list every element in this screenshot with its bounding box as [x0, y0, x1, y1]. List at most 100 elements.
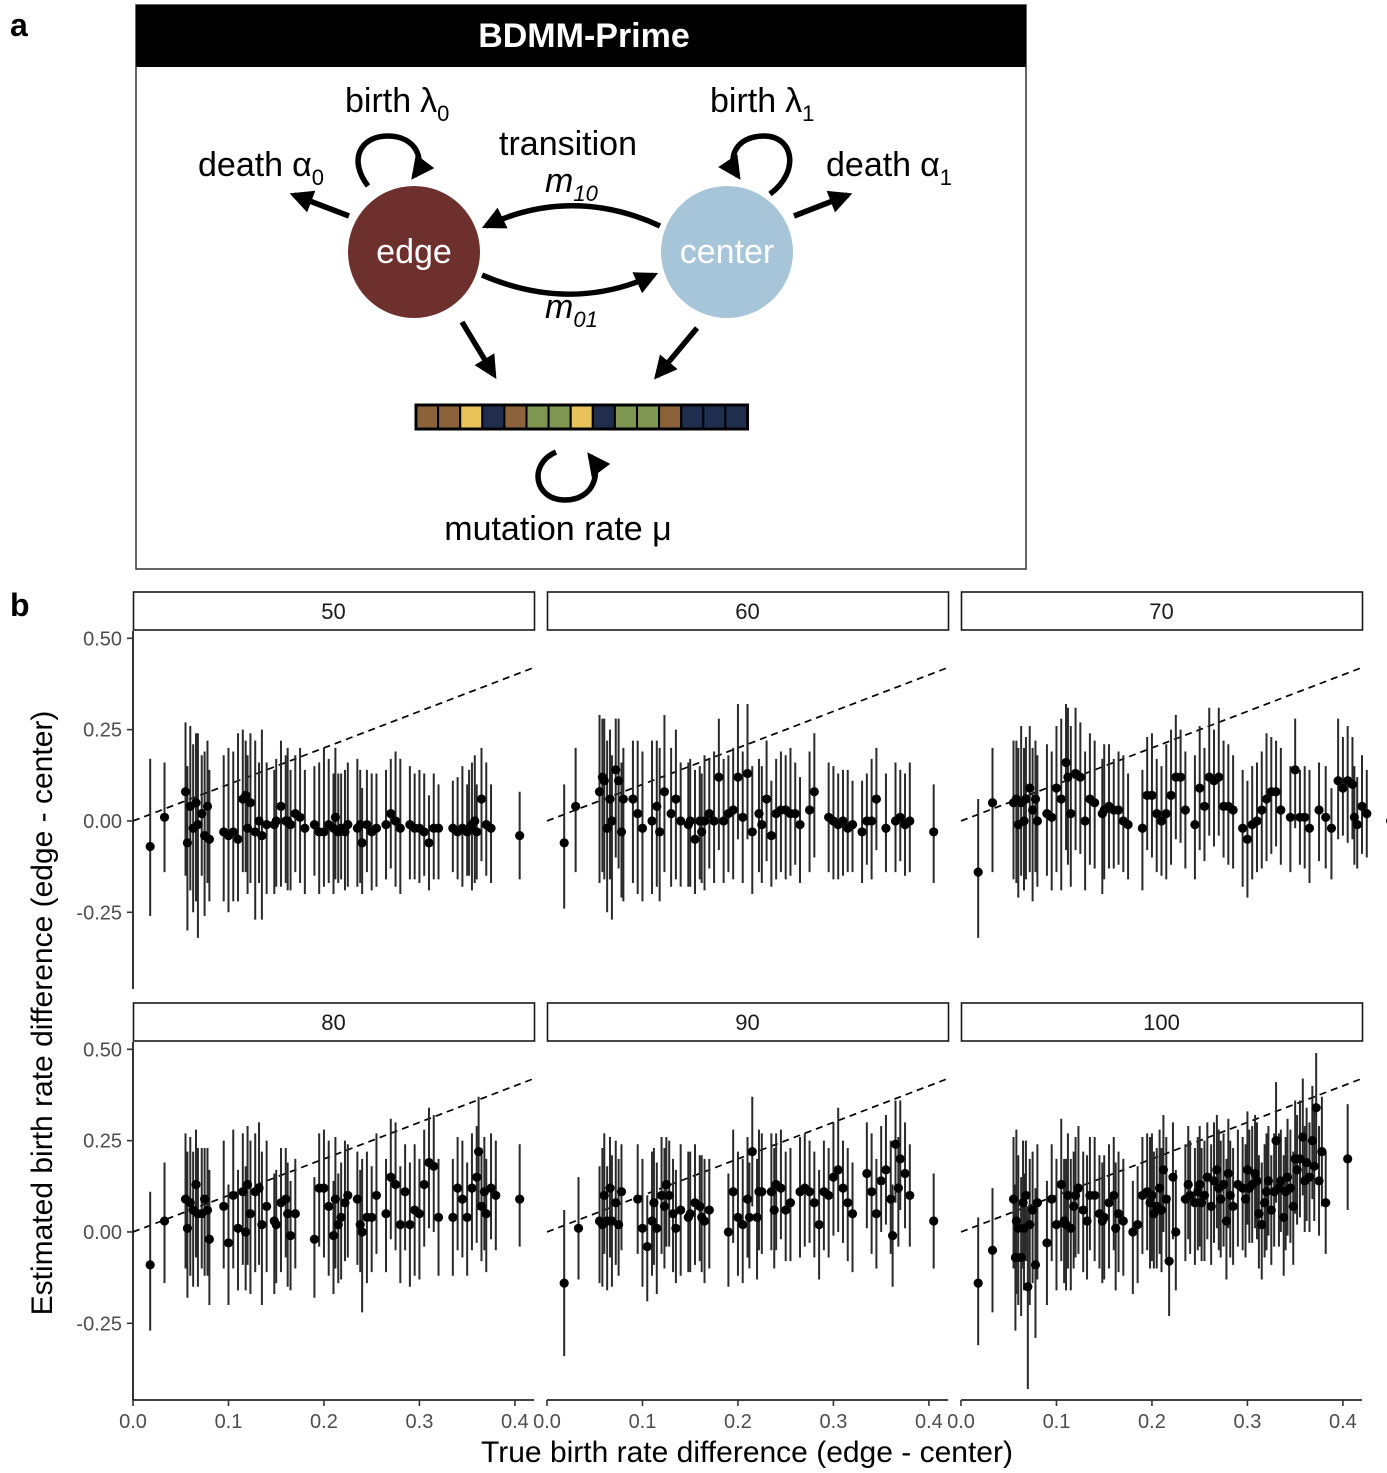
data-point [1028, 805, 1038, 815]
data-point [704, 1205, 714, 1215]
data-point [1118, 1216, 1128, 1226]
data-point [371, 823, 382, 833]
data-point [1164, 1256, 1174, 1266]
data-point [233, 834, 243, 844]
data-point [1282, 1172, 1293, 1182]
data-point [362, 820, 372, 830]
data-point [381, 1209, 391, 1219]
facet-strip [132, 1002, 536, 1042]
data-point [405, 1220, 415, 1230]
data-point [1073, 1183, 1084, 1193]
data-point [476, 1201, 487, 1211]
data-point [1099, 1212, 1109, 1222]
data-point [1214, 772, 1224, 782]
data-point [202, 801, 213, 811]
data-point [766, 1187, 776, 1197]
birth-edge-loop-arrow [355, 133, 435, 188]
data-point [357, 838, 367, 848]
sequence-site [702, 404, 727, 430]
data-point [685, 1209, 695, 1219]
data-point [145, 1260, 155, 1270]
data-point [1206, 1201, 1216, 1211]
data-point [1326, 823, 1337, 833]
death-center-symbol: α [920, 146, 940, 184]
birth-edge-symbol: λ [420, 82, 437, 120]
data-point [1075, 772, 1085, 782]
data-point [1349, 812, 1359, 822]
m10-sub: 10 [573, 181, 598, 206]
edge-state-node [348, 186, 480, 318]
diagram-title: BDMM-Prime [478, 17, 690, 55]
data-point [1263, 1176, 1274, 1186]
facet-strip [132, 591, 536, 631]
x-tick-label: 0.2 [310, 1411, 338, 1433]
data-point [697, 827, 707, 837]
data-point [1133, 1220, 1143, 1230]
data-point [245, 1209, 256, 1219]
data-point [652, 801, 662, 811]
birth-edge-sub: 0 [437, 101, 449, 126]
data-point [1261, 1187, 1272, 1197]
data-point [185, 1198, 195, 1208]
data-point [1254, 1209, 1264, 1219]
data-point [1209, 1176, 1219, 1186]
data-point [733, 1212, 743, 1222]
data-point [642, 1241, 652, 1252]
data-point [1047, 1194, 1057, 1204]
sequence-site [569, 404, 594, 430]
data-point [476, 794, 487, 804]
data-point [245, 798, 256, 808]
data-point [647, 816, 657, 826]
birth-center-word: birth [710, 82, 776, 120]
data-point [699, 1216, 710, 1226]
data-point [824, 1190, 834, 1201]
data-point [929, 1216, 939, 1226]
data-point [1314, 805, 1324, 815]
data-point [1011, 1216, 1021, 1226]
data-point [1314, 1176, 1324, 1186]
data-point [262, 1201, 272, 1211]
data-point [1260, 1198, 1270, 1208]
data-point [1261, 794, 1272, 804]
data-point [1238, 823, 1248, 833]
data-point [1279, 1212, 1289, 1222]
data-point [605, 794, 615, 804]
data-point [386, 1172, 396, 1182]
data-point [285, 1231, 296, 1241]
data-point [1032, 1198, 1042, 1208]
data-point [204, 834, 214, 844]
data-point [714, 772, 724, 782]
data-point [257, 830, 267, 841]
x-tick-label: 0.0 [947, 1411, 975, 1433]
data-point [281, 1194, 291, 1204]
data-point [809, 1198, 819, 1208]
y-tick-label: 0.50 [83, 628, 122, 650]
edge-to-sequence-arrow [459, 320, 497, 379]
data-point [895, 812, 905, 822]
data-point [197, 809, 207, 819]
data-point [699, 816, 710, 826]
data-point [515, 830, 525, 841]
data-point [424, 838, 434, 848]
data-point [515, 1194, 525, 1204]
data-point [1338, 783, 1348, 793]
data-point [1276, 805, 1286, 815]
birth-center-symbol: λ [785, 82, 802, 120]
data-point [1317, 1146, 1327, 1157]
data-point [182, 1223, 193, 1233]
death-center-label: death α1 [826, 146, 952, 190]
data-point [242, 1179, 253, 1190]
y-tick-label: 0.00 [83, 1222, 122, 1244]
data-point [676, 1205, 686, 1215]
data-point [649, 1198, 659, 1208]
data-point [661, 1179, 671, 1190]
facet-strip [960, 591, 1364, 631]
data-point [1321, 1198, 1331, 1208]
data-point [1197, 1198, 1207, 1208]
data-point [973, 1278, 983, 1288]
data-point [340, 1198, 350, 1208]
x-tick-label: 0.4 [915, 1411, 943, 1433]
data-point [761, 794, 772, 804]
data-point [228, 827, 238, 837]
